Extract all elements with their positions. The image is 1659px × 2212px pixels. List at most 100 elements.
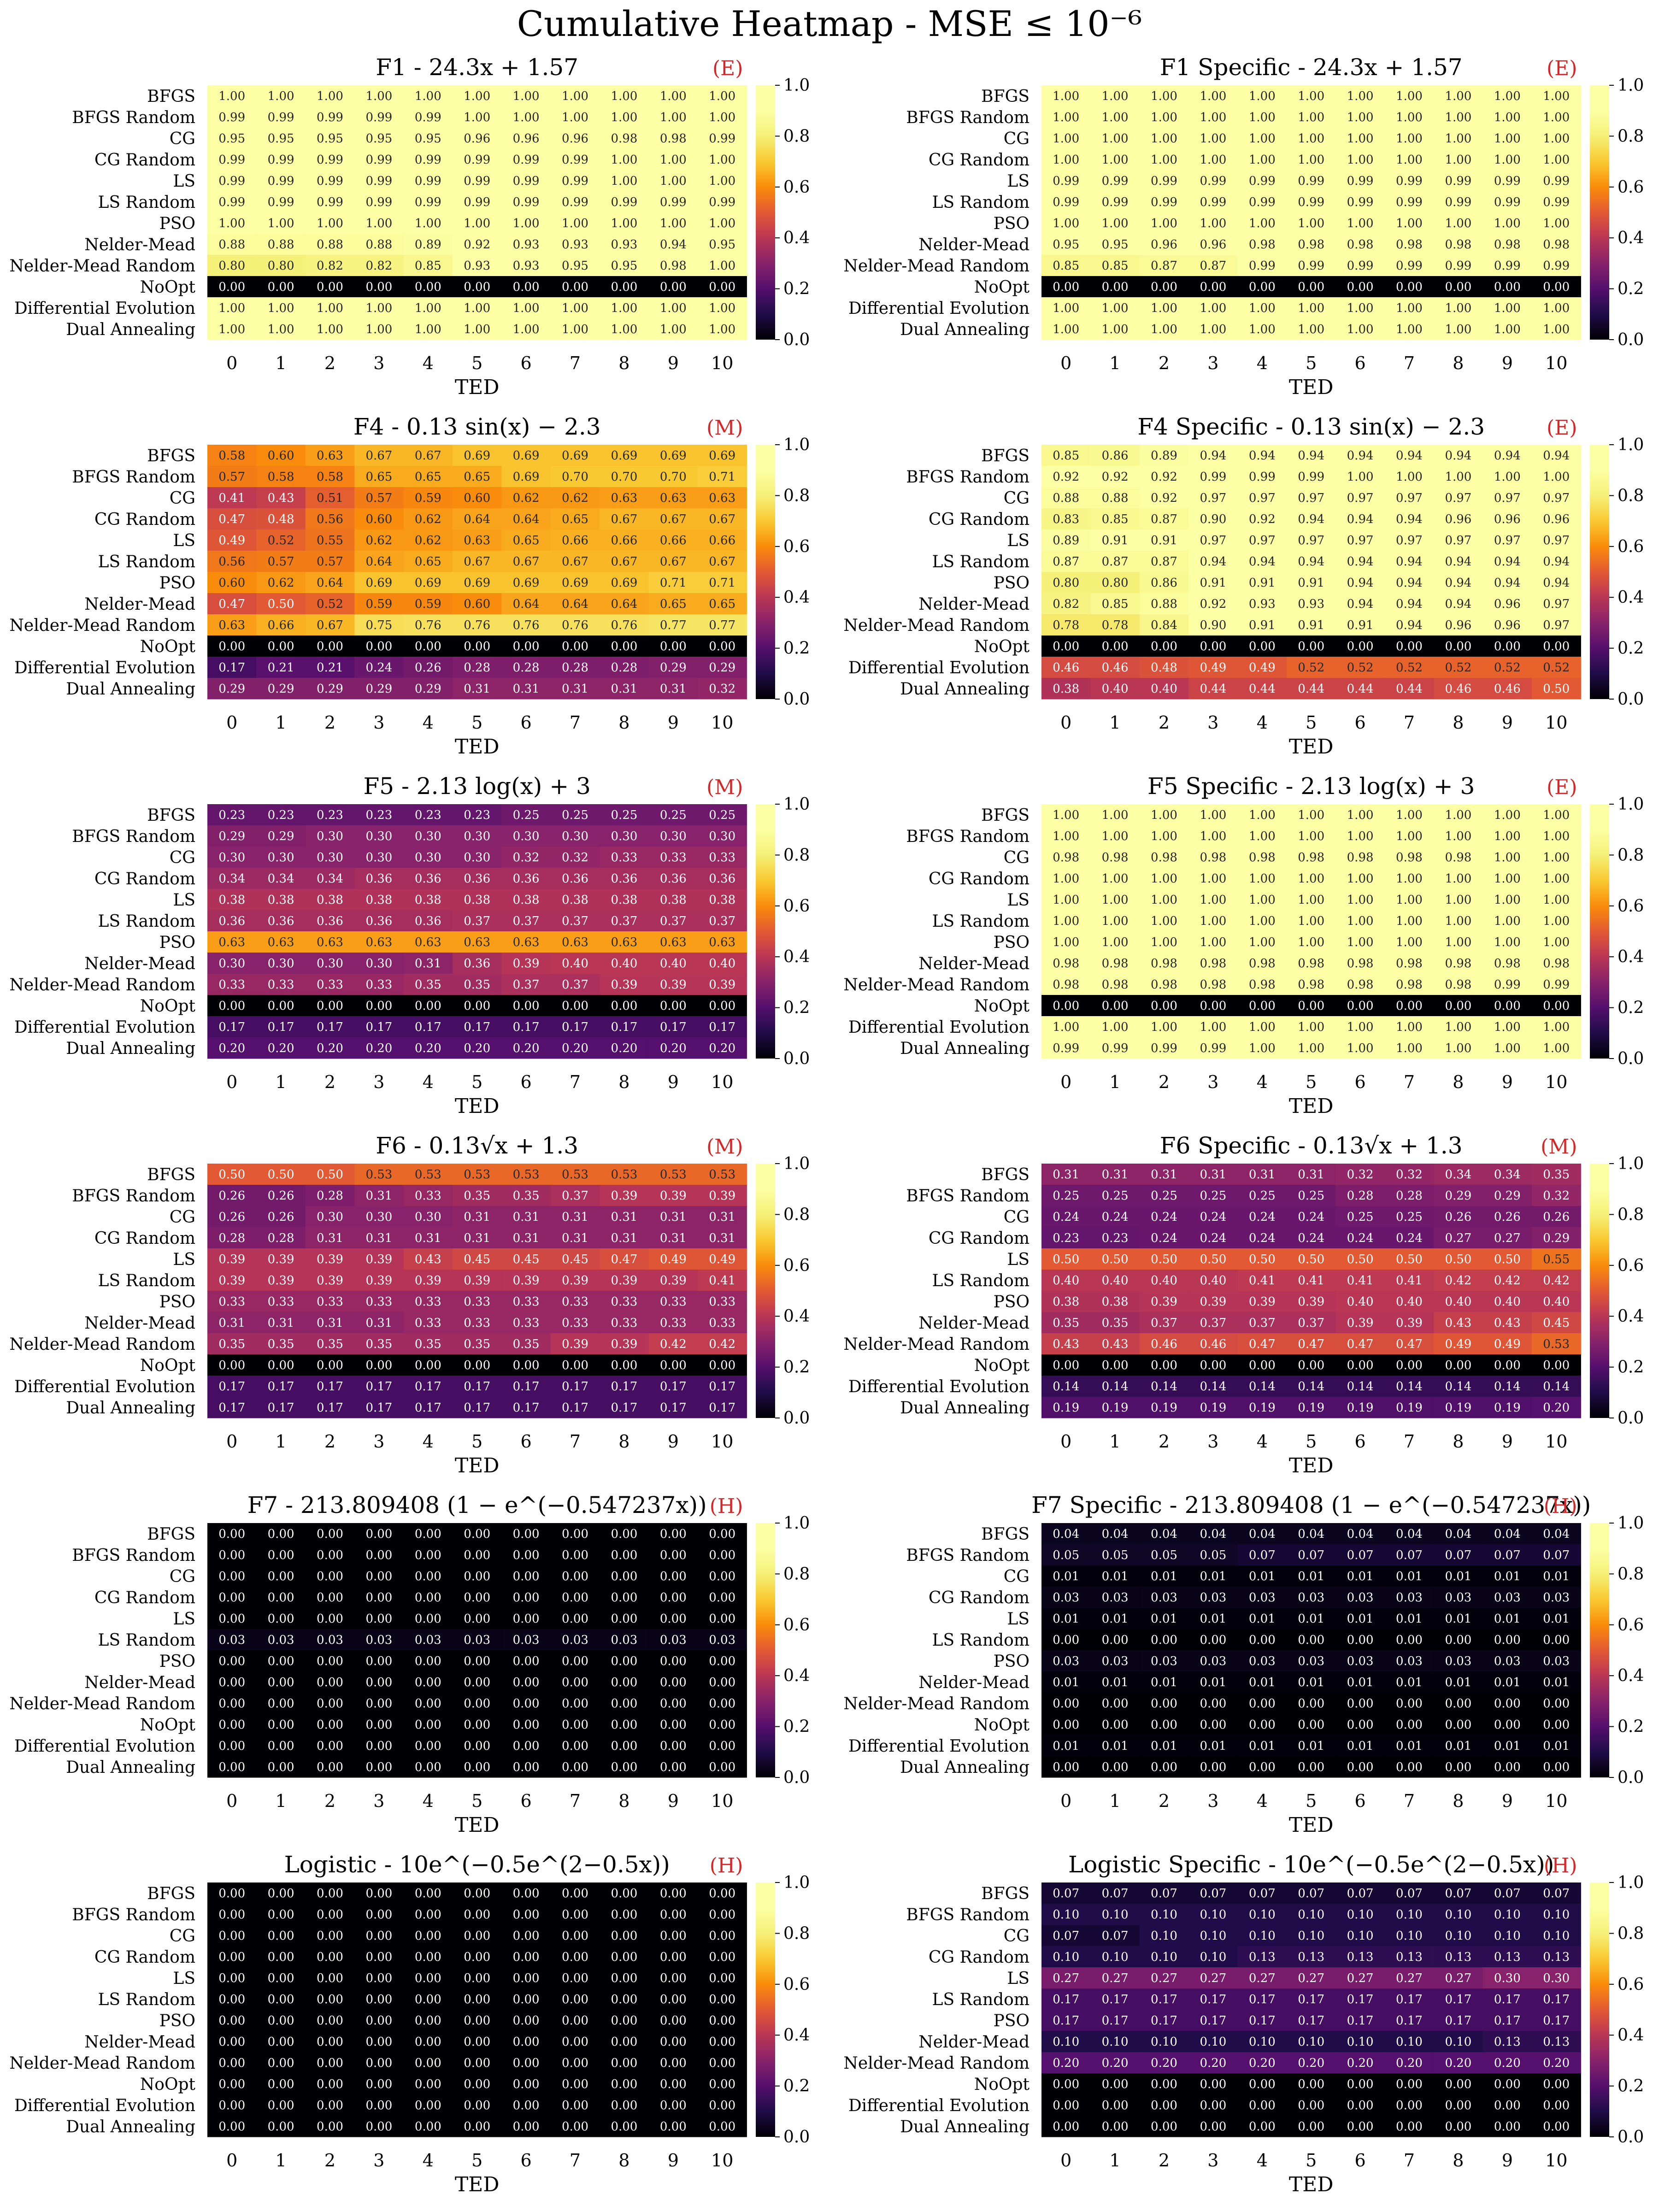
cell-label: 0.10 <box>1151 1929 1177 1943</box>
cell-label: 0.71 <box>709 470 735 484</box>
cell-label: 0.00 <box>218 1971 245 1985</box>
cell-label: 0.20 <box>611 1041 637 1055</box>
x-axis-label: TED <box>1289 1813 1334 1837</box>
cell-label: 0.36 <box>268 914 294 928</box>
cell-label: 0.00 <box>268 1697 294 1711</box>
heatmap-cell <box>501 255 551 276</box>
cell-label: 0.95 <box>562 259 588 273</box>
cell-label: 0.41 <box>218 491 245 505</box>
cell-label: 0.17 <box>268 1380 294 1394</box>
cell-label: 0.00 <box>365 1887 392 1900</box>
cell-label: 0.01 <box>1347 1570 1374 1583</box>
cell-label: 0.00 <box>1249 2077 1276 2091</box>
cell-label: 1.00 <box>415 323 441 336</box>
cell-label: 0.33 <box>464 1295 490 1309</box>
colorbar-tick-label: 0.0 <box>1618 1049 1644 1068</box>
cell-label: 0.39 <box>611 978 637 992</box>
heatmap-cell <box>256 572 306 594</box>
cell-label: 0.41 <box>1396 1274 1423 1288</box>
cell-label: 1.00 <box>1494 301 1521 315</box>
cell-label: 0.62 <box>415 534 441 547</box>
cell-label: 0.00 <box>562 1908 588 1922</box>
cell-label: 0.45 <box>464 1253 490 1266</box>
cell-label: 0.67 <box>513 555 540 569</box>
cell-label: 1.00 <box>1249 872 1276 886</box>
cell-label: 0.96 <box>1494 512 1521 526</box>
cell-label: 1.00 <box>1396 1020 1423 1034</box>
heatmap-cell <box>600 551 649 572</box>
cell-label: 0.00 <box>1200 1697 1226 1711</box>
panel-title: F5 Specific - 2.13 log(x) + 3 <box>1147 773 1475 800</box>
cell-label: 0.00 <box>268 1359 294 1372</box>
heatmap-cell <box>600 297 649 319</box>
cell-label: 0.00 <box>1396 999 1423 1013</box>
method-label: BFGS Random <box>906 1187 1030 1206</box>
cell-label: 0.31 <box>464 1231 490 1245</box>
cell-label: 0.05 <box>1200 1548 1226 1562</box>
cell-label: 0.01 <box>1200 1612 1226 1626</box>
heatmap-cell <box>1287 276 1336 298</box>
cell-label: 1.00 <box>1200 872 1226 886</box>
cell-label: 0.98 <box>660 259 687 273</box>
heatmap-cell <box>600 234 649 255</box>
cell-label: 0.04 <box>1445 1527 1471 1541</box>
heatmap-cell <box>501 149 551 171</box>
cell-label: 0.26 <box>1543 1210 1570 1224</box>
heatmap-cell <box>550 234 600 255</box>
cell-label: 0.31 <box>562 1210 588 1224</box>
ted-tick-label: 9 <box>668 353 679 373</box>
cell-label: 0.33 <box>660 1316 687 1330</box>
cell-label: 0.00 <box>268 1908 294 1922</box>
cell-label: 0.00 <box>660 1908 687 1922</box>
cell-label: 1.00 <box>1102 111 1129 124</box>
cell-label: 0.29 <box>660 661 687 675</box>
cell-label: 0.03 <box>1200 1591 1226 1605</box>
colorbar-tick-label: 0.4 <box>1618 588 1644 607</box>
cell-label: 0.00 <box>317 1654 343 1668</box>
colorbar-tick-label: 1.0 <box>783 1514 810 1533</box>
colorbar-tick-label: 0.8 <box>783 1924 810 1943</box>
cell-label: 0.00 <box>1347 1359 1374 1372</box>
cell-label: 0.00 <box>365 1760 392 1774</box>
cell-label: 0.00 <box>1543 2099 1570 2112</box>
cell-label: 0.00 <box>611 1676 637 1689</box>
ted-tick-label: 1 <box>276 1072 287 1092</box>
ted-tick-label: 10 <box>1545 2150 1567 2171</box>
cell-label: 0.00 <box>1347 2120 1374 2134</box>
method-label: BFGS <box>147 1525 195 1544</box>
cell-label: 0.00 <box>1396 1718 1423 1732</box>
colorbar <box>1590 1164 1609 1418</box>
cell-label: 0.00 <box>1494 2099 1521 2112</box>
cell-label: 0.00 <box>709 1739 735 1753</box>
cell-label: 1.00 <box>1445 893 1471 907</box>
heatmap-cell <box>256 551 306 572</box>
method-label: CG Random <box>929 151 1030 170</box>
cell-label: 0.10 <box>1347 1929 1374 1943</box>
cell-label: 0.50 <box>1151 1253 1177 1266</box>
heatmap-cell <box>256 276 306 298</box>
cell-label: 0.00 <box>268 1548 294 1562</box>
cell-label: 0.99 <box>1298 259 1324 273</box>
ted-tick-label: 9 <box>1502 1431 1513 1452</box>
cell-label: 1.00 <box>464 323 490 336</box>
cell-label: 1.00 <box>1396 935 1423 949</box>
cell-label: 0.23 <box>464 808 490 822</box>
cell-label: 0.25 <box>513 808 540 822</box>
cell-label: 0.94 <box>1396 555 1423 569</box>
cell-label: 0.00 <box>709 1950 735 1964</box>
cell-label: 0.37 <box>464 914 490 928</box>
cell-label: 0.99 <box>1249 470 1276 484</box>
cell-label: 0.94 <box>660 238 687 252</box>
ted-tick-label: 4 <box>1257 1072 1268 1092</box>
cell-label: 0.00 <box>268 1570 294 1583</box>
cell-label: 0.00 <box>268 1887 294 1900</box>
cell-label: 0.00 <box>317 1950 343 1964</box>
cell-label: 0.30 <box>365 851 392 865</box>
cell-label: 1.00 <box>709 174 735 188</box>
cell-label: 0.64 <box>611 597 637 611</box>
cell-label: 0.33 <box>660 851 687 865</box>
cell-label: 1.00 <box>660 111 687 124</box>
cell-label: 0.58 <box>317 470 343 484</box>
cell-label: 0.00 <box>317 1760 343 1774</box>
heatmap-cell <box>600 529 649 551</box>
